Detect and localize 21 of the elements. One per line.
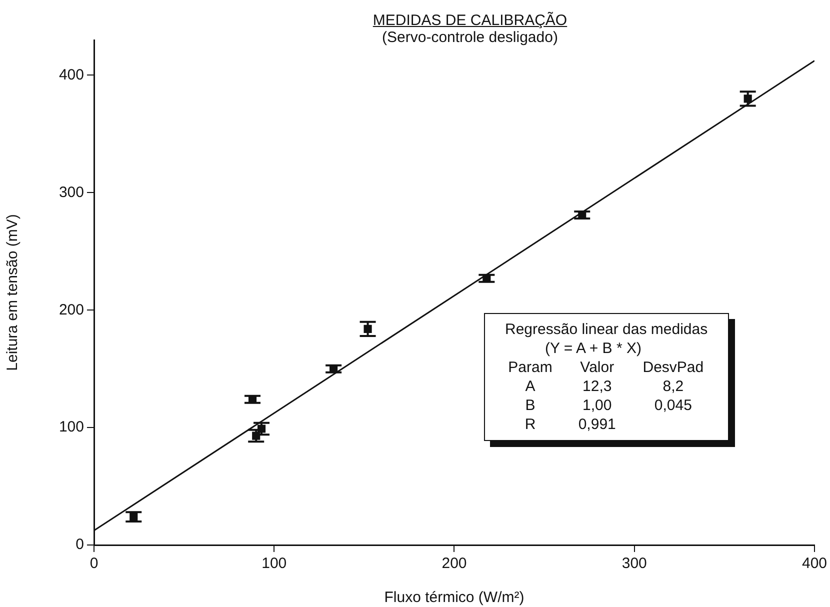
text: R 0,991 (524, 416, 616, 433)
annotation: Regressão linear das medidas (504, 320, 709, 339)
text: Param Valor DesvPad (508, 359, 704, 376)
x-axis-title: Fluxo térmico (W/m²) (384, 589, 524, 606)
y-tick-label: 200 (58, 301, 84, 318)
chart-subtitle: (Servo-controle desligado) (381, 29, 559, 46)
y-tick-label: 0 (76, 536, 84, 554)
chart-title: MEDIDAS DE CALIBRAÇÃO (372, 12, 568, 29)
y-tick-label: 300 (58, 184, 84, 201)
x-tick-label: 200 (442, 555, 467, 572)
y-axis-title: Leitura em tensão (mV) (4, 214, 22, 371)
text: A 12,3 8,2 (525, 378, 684, 395)
x-tick-label: 0 (90, 555, 98, 572)
text: B 1,00 0,045 (525, 397, 692, 414)
x-tick-label: 300 (622, 555, 647, 572)
x-tick-label: 400 (802, 555, 827, 572)
y-tick-label: 100 (58, 418, 84, 436)
annotation: (Y = A + B * X) (544, 339, 642, 358)
x-tick-label: 100 (262, 555, 287, 572)
y-tick-label: 400 (58, 66, 84, 84)
point (130, 512, 138, 521)
